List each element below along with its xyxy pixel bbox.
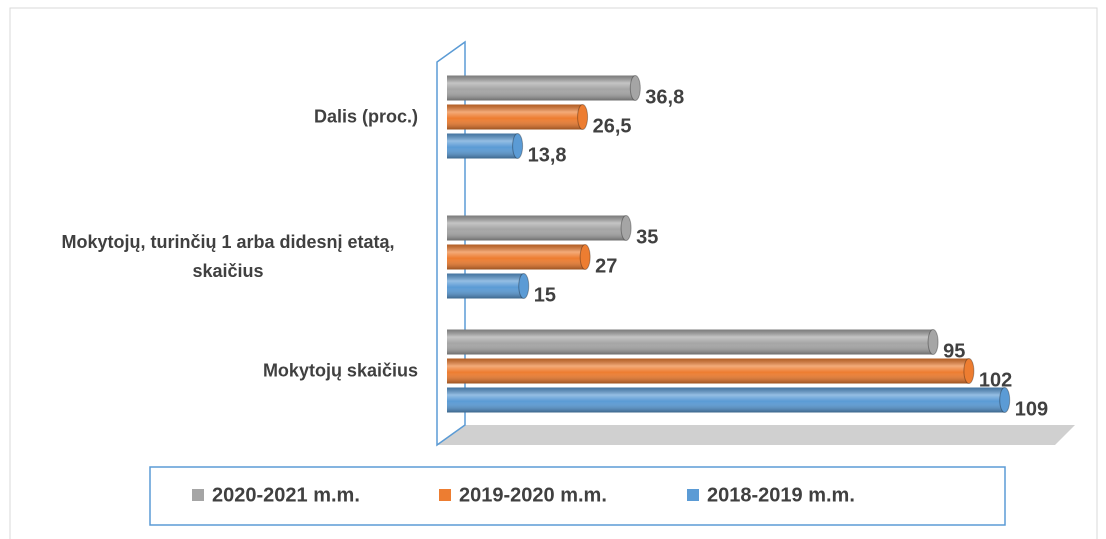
chart-frame (9, 7, 1098, 539)
legend-swatch (439, 489, 451, 501)
bar-cap (577, 104, 589, 130)
bar-shade (447, 75, 636, 101)
bar-cap (579, 244, 591, 270)
bar-shade (447, 329, 934, 355)
bar-cap (620, 215, 632, 241)
value-label: 109 (1015, 398, 1048, 420)
category-label: Dalis (proc.) (18, 103, 418, 132)
back-wall (436, 40, 466, 447)
bar-cap (999, 387, 1011, 413)
floor (437, 425, 1075, 445)
bar-cap (927, 329, 939, 355)
category-text: Mokytojų skaičius (262, 360, 418, 381)
category-text: Dalis (proc.) (313, 106, 418, 127)
bar-shade (447, 133, 518, 159)
bar-cap (518, 273, 530, 299)
bar-shade (447, 358, 969, 384)
bar-shade (447, 387, 1005, 413)
value-label: 95 (943, 340, 965, 362)
legend-label: 2018-2019 m.m. (707, 484, 855, 506)
bar-cap (512, 133, 524, 159)
legend-box (149, 466, 1006, 526)
value-label: 15 (534, 284, 556, 306)
category-label: Mokytojų, turinčių 1 arba didesnį etatą,… (18, 228, 418, 286)
value-label: 27 (595, 255, 617, 277)
value-label: 13,8 (528, 144, 567, 166)
bar-shade (447, 215, 627, 241)
bar-shade (447, 273, 524, 299)
category-label: Mokytojų skaičius (18, 357, 418, 386)
legend-swatch (687, 489, 699, 501)
bar-cap (963, 358, 975, 384)
legend-label: 2019-2020 m.m. (459, 484, 607, 506)
value-label: 26,5 (593, 115, 632, 137)
value-label: 36,8 (645, 86, 684, 108)
bar-cap (629, 75, 641, 101)
category-text: Mokytojų, turinčių 1 arba didesnį etatą,… (61, 232, 395, 281)
legend-label: 2020-2021 m.m. (212, 484, 360, 506)
legend-swatch (192, 489, 204, 501)
bar-shade (447, 104, 583, 130)
bar-shade (447, 244, 586, 270)
value-label: 102 (979, 369, 1012, 391)
value-label: 35 (636, 226, 658, 248)
